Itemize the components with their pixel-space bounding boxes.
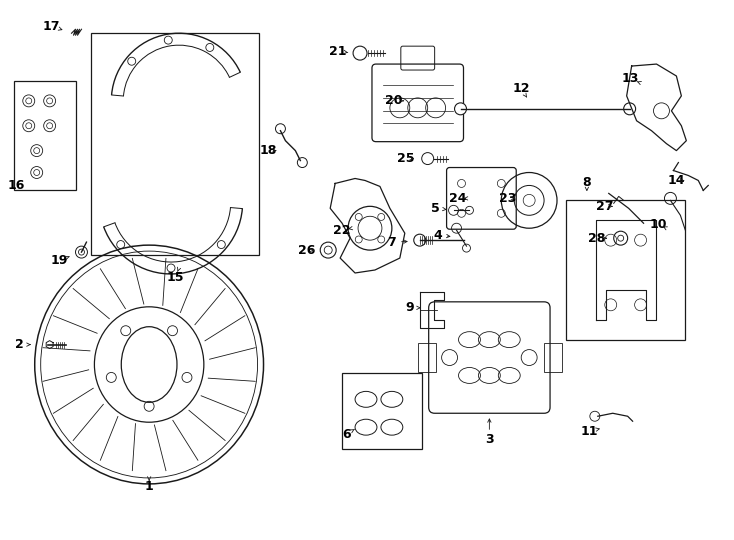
Bar [342, 374, 422, 449]
Text: 15: 15 [166, 272, 184, 285]
Text: 2: 2 [15, 338, 24, 351]
Text: 11: 11 [580, 424, 597, 437]
Text: 16: 16 [7, 179, 24, 192]
Text: 6: 6 [342, 428, 350, 441]
Text: 26: 26 [297, 244, 315, 256]
Text: 20: 20 [385, 94, 403, 107]
Bar [14, 81, 76, 191]
Text: 22: 22 [333, 224, 351, 237]
Text: 28: 28 [588, 232, 606, 245]
Text: 4: 4 [433, 228, 442, 242]
Text: 5: 5 [432, 202, 440, 215]
Text: 1: 1 [145, 481, 153, 494]
Text: 23: 23 [498, 192, 516, 205]
Text: 27: 27 [596, 200, 614, 213]
Text: 17: 17 [43, 20, 60, 33]
Bar [92, 33, 258, 255]
Text: 21: 21 [330, 45, 347, 58]
Bar [418, 342, 436, 373]
Text: 19: 19 [51, 254, 68, 267]
Text: 7: 7 [388, 235, 396, 248]
Text: 12: 12 [512, 83, 530, 96]
Text: 18: 18 [260, 144, 277, 157]
Text: 3: 3 [485, 433, 494, 446]
Text: 13: 13 [622, 72, 639, 85]
Text: 9: 9 [405, 301, 414, 314]
Text: 10: 10 [650, 218, 667, 231]
Bar [544, 342, 562, 373]
Bar [566, 200, 686, 340]
Circle shape [454, 103, 467, 115]
Circle shape [624, 103, 636, 115]
Text: 24: 24 [448, 192, 466, 205]
Text: 25: 25 [397, 152, 415, 165]
Text: 8: 8 [583, 176, 591, 189]
Text: 14: 14 [668, 174, 685, 187]
